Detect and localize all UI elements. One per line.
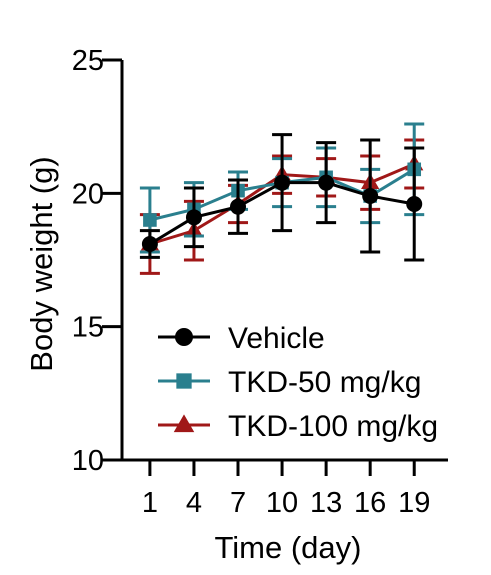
- x-tick-label: 13: [310, 487, 342, 519]
- x-tick-label: 16: [354, 487, 386, 519]
- series-layer: [139, 122, 425, 275]
- axes: 10 15 20 25 1 4 7 10 13 16 19: [72, 45, 448, 519]
- y-axis-title: Body weight (g): [24, 156, 59, 371]
- y-tick-label: 10: [72, 445, 104, 477]
- x-tick-label: 19: [398, 487, 430, 519]
- data-point: [362, 188, 379, 204]
- x-tick-label: 7: [230, 487, 246, 519]
- legend-item: Vehicle: [158, 322, 325, 355]
- legend-label: Vehicle: [228, 322, 325, 355]
- legend-marker: [173, 414, 195, 433]
- x-tick-label: 4: [186, 487, 202, 519]
- series-vehicle: [139, 133, 425, 262]
- data-point: [141, 236, 158, 252]
- x-axis-title: Time (day): [215, 530, 362, 565]
- legend-label: TKD-50 mg/kg: [228, 366, 421, 399]
- data-point: [406, 196, 423, 212]
- data-point: [185, 209, 202, 226]
- legend-label: TKD-100 mg/kg: [228, 410, 438, 443]
- legend: Vehicle TKD-50 mg/kg TKD-100 mg/kg: [158, 322, 438, 443]
- data-point: [230, 198, 247, 215]
- x-tick-label: 10: [266, 487, 298, 519]
- legend-marker: [176, 373, 192, 389]
- y-tick-label: 15: [72, 312, 104, 344]
- y-tick-label: 20: [72, 178, 104, 210]
- legend-item: TKD-100 mg/kg: [158, 410, 438, 443]
- y-tick-label: 25: [72, 45, 104, 77]
- data-point: [274, 174, 291, 191]
- legend-item: TKD-50 mg/kg: [158, 366, 421, 399]
- x-tick-label: 1: [142, 487, 158, 519]
- legend-marker: [175, 328, 193, 346]
- data-point: [143, 213, 157, 227]
- data-point: [318, 174, 335, 191]
